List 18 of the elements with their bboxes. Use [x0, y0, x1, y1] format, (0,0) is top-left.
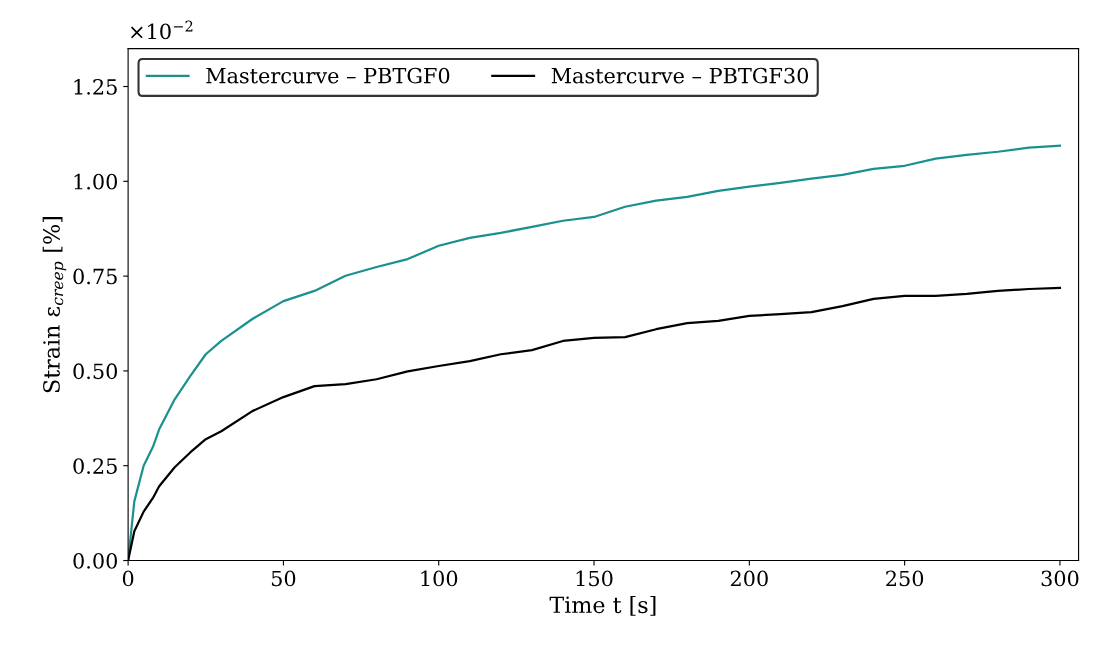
legend-label: Mastercurve – PBTGF30: [551, 67, 809, 84]
y-axis-title: Strain ε$_{creep}$ [%]: [42, 217, 67, 393]
x-tick-label: 250: [886, 570, 924, 587]
y-tick-label: 0.25: [73, 458, 117, 474]
text: ×10$^{−2}$: [130, 20, 193, 40]
x-tick-label: 150: [576, 570, 613, 587]
x-axis-title: Time t [s]: [549, 595, 656, 616]
y-tick-label: 1.25: [74, 78, 117, 95]
x-tick-label: 50: [271, 570, 296, 587]
y-tick-label: 1.00: [74, 173, 118, 190]
y-tick-label: 0.50: [73, 363, 118, 380]
x-tick-label: 300: [1041, 570, 1079, 587]
legend-label: Mastercurve – PBTGF0: [206, 67, 450, 84]
x-tick-label: 100: [421, 570, 458, 587]
y-tick-label: 0.75: [73, 268, 117, 285]
x-tick-label: 0: [122, 570, 134, 587]
x-tick-label: 200: [730, 570, 768, 587]
y-tick-label: 0.00: [73, 552, 118, 569]
